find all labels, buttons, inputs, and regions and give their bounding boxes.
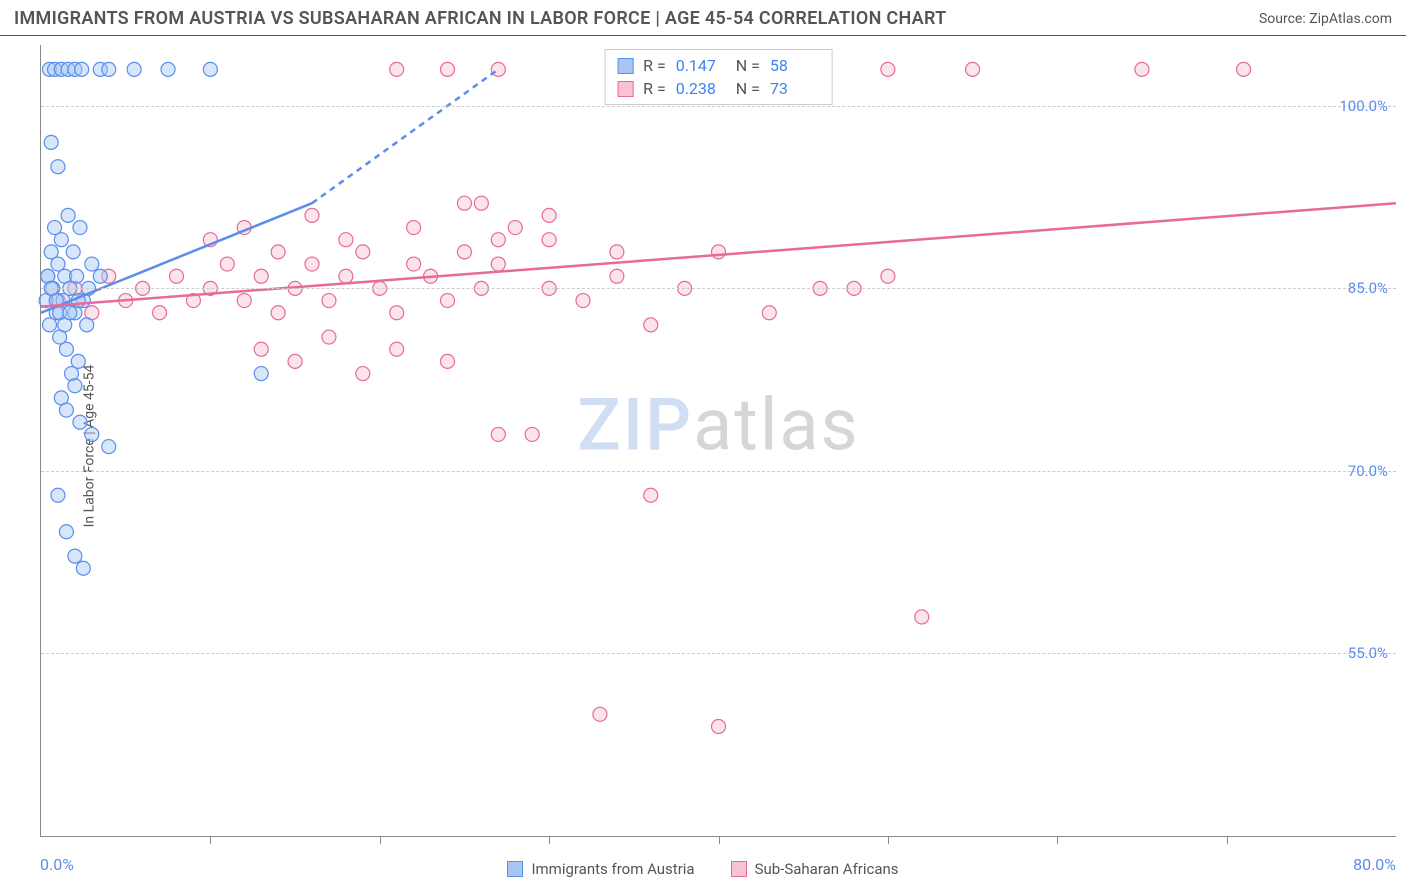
xtick xyxy=(380,836,381,844)
legend-row-subsaharan: R = 0.238 N = 73 xyxy=(617,77,820,100)
r-label: R = xyxy=(643,79,666,98)
swatch-austria-icon xyxy=(507,861,523,877)
title-bar: IMMIGRANTS FROM AUSTRIA VS SUBSAHARAN AF… xyxy=(0,0,1406,36)
legend-label: Sub-Saharan Africans xyxy=(755,860,899,878)
gridline xyxy=(41,106,1396,107)
gridline xyxy=(41,653,1396,654)
gridline xyxy=(41,288,1396,289)
scatter-svg xyxy=(41,45,1396,836)
xtick xyxy=(719,836,720,844)
swatch-subsaharan-icon xyxy=(731,861,747,877)
ytick-label: 55.0% xyxy=(1348,644,1388,662)
xtick xyxy=(549,836,550,844)
xtick xyxy=(1227,836,1228,844)
plot-area: ZIPatlas R = 0.147 N = 58 R = 0.238 N = … xyxy=(40,45,1396,837)
n-value: 73 xyxy=(770,79,820,98)
legend-label: Immigrants from Austria xyxy=(531,860,694,878)
gridline xyxy=(41,471,1396,472)
n-label: N = xyxy=(736,79,760,98)
ytick-label: 100.0% xyxy=(1339,97,1388,115)
xtick xyxy=(888,836,889,844)
r-value: 0.238 xyxy=(676,79,726,98)
ytick-label: 85.0% xyxy=(1348,279,1388,297)
n-value: 58 xyxy=(770,56,820,75)
r-value: 0.147 xyxy=(676,56,726,75)
n-label: N = xyxy=(736,56,760,75)
legend-item-subsaharan: Sub-Saharan Africans xyxy=(731,860,899,878)
r-label: R = xyxy=(643,56,666,75)
swatch-austria xyxy=(617,58,633,74)
legend-row-austria: R = 0.147 N = 58 xyxy=(617,54,820,77)
ytick-label: 70.0% xyxy=(1348,462,1388,480)
correlation-legend: R = 0.147 N = 58 R = 0.238 N = 73 xyxy=(604,49,833,105)
swatch-subsaharan xyxy=(617,81,633,97)
xtick xyxy=(1057,836,1058,844)
source-attribution: Source: ZipAtlas.com xyxy=(1259,11,1392,27)
legend-item-austria: Immigrants from Austria xyxy=(507,860,694,878)
series-legend: Immigrants from Austria Sub-Saharan Afri… xyxy=(0,860,1406,878)
xtick xyxy=(210,836,211,844)
chart-title: IMMIGRANTS FROM AUSTRIA VS SUBSAHARAN AF… xyxy=(14,8,947,29)
